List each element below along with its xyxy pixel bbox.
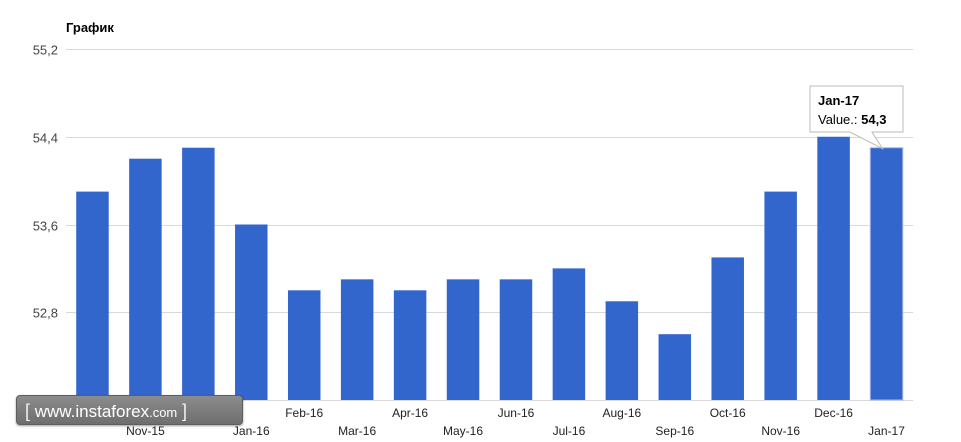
instaforex-watermark[interactable]: [ www.instaforex.com ] — [16, 395, 243, 425]
x-tick-label: Nov-16 — [761, 424, 800, 438]
y-tick-label: 52,8 — [33, 306, 58, 321]
tooltip-value: 54,3 — [861, 112, 886, 127]
bar-Dec-16[interactable] — [817, 136, 850, 400]
chart-title: График — [66, 20, 114, 35]
bar-Dec-15[interactable] — [182, 147, 215, 400]
bar-Jan-16[interactable] — [235, 224, 268, 401]
x-tick-label: Jan-16 — [233, 424, 270, 438]
bar-Apr-16[interactable] — [393, 290, 427, 400]
y-tick-label: 53,6 — [33, 219, 58, 234]
bar-Mar-16[interactable] — [340, 279, 374, 400]
bar-Nov-15[interactable] — [129, 158, 162, 400]
y-axis-ticks: 52,052,853,654,455,2 — [33, 43, 58, 409]
bars — [76, 136, 904, 401]
y-tick-label: 55,2 — [33, 43, 58, 58]
x-tick-label: Jan-17 — [868, 424, 905, 438]
bar-Feb-16[interactable] — [287, 290, 321, 400]
watermark-text: www.instaforex — [34, 402, 150, 421]
x-tick-label: Oct-16 — [710, 406, 746, 420]
bar-Nov-16[interactable] — [764, 191, 797, 400]
watermark-bracket-close: ] — [181, 401, 187, 421]
x-tick-label: Jun-16 — [498, 406, 535, 420]
bar-May-16[interactable] — [446, 279, 480, 400]
x-tick-label: Mar-16 — [338, 424, 376, 438]
x-tick-label: Sep-16 — [655, 424, 694, 438]
x-tick-label: May-16 — [443, 424, 483, 438]
watermark-suffix: .com — [149, 405, 178, 420]
tooltip: Jan-17 Value.: 54,3 — [809, 85, 904, 150]
watermark-bracket-open: [ — [25, 401, 31, 421]
x-tick-label: Aug-16 — [602, 406, 641, 420]
bar-Oct-15[interactable] — [76, 191, 109, 400]
bar-Jul-16[interactable] — [552, 268, 586, 400]
x-tick-label: Dec-16 — [814, 406, 853, 420]
bar-Sep-16[interactable] — [658, 334, 692, 400]
bar-Aug-16[interactable] — [605, 301, 639, 400]
bar-Jun-16[interactable] — [499, 279, 533, 400]
bar-Jan-17[interactable] — [869, 147, 904, 401]
tooltip-category: Jan-17 — [818, 93, 859, 108]
bar-Oct-16[interactable] — [711, 257, 744, 400]
x-tick-label: Jul-16 — [553, 424, 586, 438]
x-tick-label: Apr-16 — [392, 406, 428, 420]
x-tick-label: Nov-15 — [126, 424, 165, 438]
x-axis-ticks: Nov-15 Jan-16 Feb-16 Mar-16 Apr-16 May-16 Jun-… — [126, 406, 905, 438]
tooltip-label: Value.: — [818, 112, 858, 127]
tooltip-value-line: Value.: 54,3 — [818, 112, 886, 127]
y-tick-label: 54,4 — [33, 131, 58, 146]
x-tick-label: Feb-16 — [285, 406, 323, 420]
